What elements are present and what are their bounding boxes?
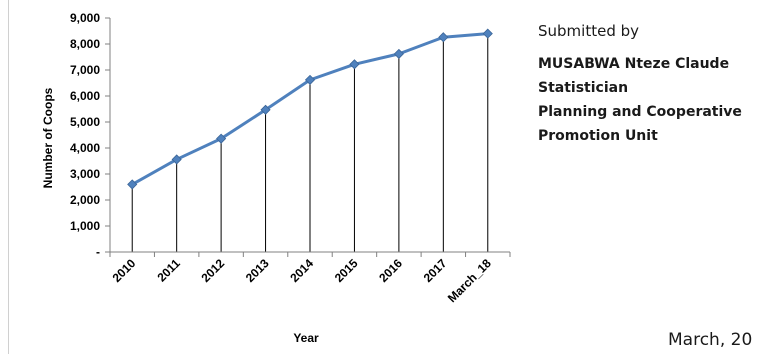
y-tick-label: 1,000 bbox=[70, 219, 100, 233]
submitter-unit-line-1: Planning and Cooperative bbox=[538, 104, 742, 120]
data-point-marker bbox=[127, 179, 138, 190]
y-tick-labels: - 1,000 2,000 3,000 4,000 5,000 6,000 7,000 8,00… bbox=[70, 11, 110, 259]
x-tick-label: 2015 bbox=[332, 256, 361, 285]
x-tick-label: 2013 bbox=[243, 256, 272, 285]
x-tick-label: 2012 bbox=[198, 256, 227, 285]
page-edge bbox=[8, 0, 9, 354]
data-point-marker bbox=[349, 59, 360, 70]
submitter-title: Statistician bbox=[538, 80, 629, 96]
submitted-by-panel: Submitted by MUSABWA Nteze Claude Statis… bbox=[538, 22, 742, 148]
x-tick-label: March_18 bbox=[445, 256, 494, 305]
x-tick-label: 2014 bbox=[287, 256, 316, 285]
submitted-by-label: Submitted by bbox=[538, 22, 640, 40]
data-point-marker bbox=[482, 28, 493, 39]
drop-lines bbox=[131, 33, 489, 252]
x-axis-title: Year bbox=[293, 331, 319, 345]
submitter-name: MUSABWA Nteze Claude bbox=[538, 56, 730, 72]
y-tick-label: 2,000 bbox=[70, 193, 100, 207]
y-tick-label: 6,000 bbox=[70, 89, 100, 103]
y-tick-label: 8,000 bbox=[70, 37, 100, 51]
data-point-marker bbox=[171, 154, 182, 165]
line-chart: - 1,000 2,000 3,000 4,000 5,000 6,000 7,000 8,00… bbox=[41, 11, 511, 345]
footer-date: March, 20 bbox=[668, 330, 753, 350]
x-tick-label: 2017 bbox=[421, 256, 450, 285]
data-point-marker bbox=[393, 48, 404, 59]
submitter-unit-line-2: Promotion Unit bbox=[538, 128, 658, 144]
y-tick-label: 4,000 bbox=[70, 141, 100, 155]
x-tick-label: 2010 bbox=[110, 256, 139, 285]
data-point-marker bbox=[260, 104, 271, 115]
x-tick-label: 2011 bbox=[154, 256, 183, 285]
data-point-marker bbox=[304, 74, 316, 85]
y-axis-title: Number of Coops bbox=[41, 87, 55, 188]
y-tick-label: 9,000 bbox=[70, 11, 100, 25]
y-tick-label: - bbox=[96, 245, 100, 259]
data-point-marker bbox=[216, 133, 227, 144]
x-tick-label: 2016 bbox=[376, 256, 405, 285]
y-tick-label: 3,000 bbox=[70, 167, 100, 181]
y-tick-label: 5,000 bbox=[70, 115, 100, 129]
y-tick-label: 7,000 bbox=[70, 63, 100, 77]
data-point-marker bbox=[438, 32, 449, 43]
data-markers bbox=[127, 28, 493, 190]
